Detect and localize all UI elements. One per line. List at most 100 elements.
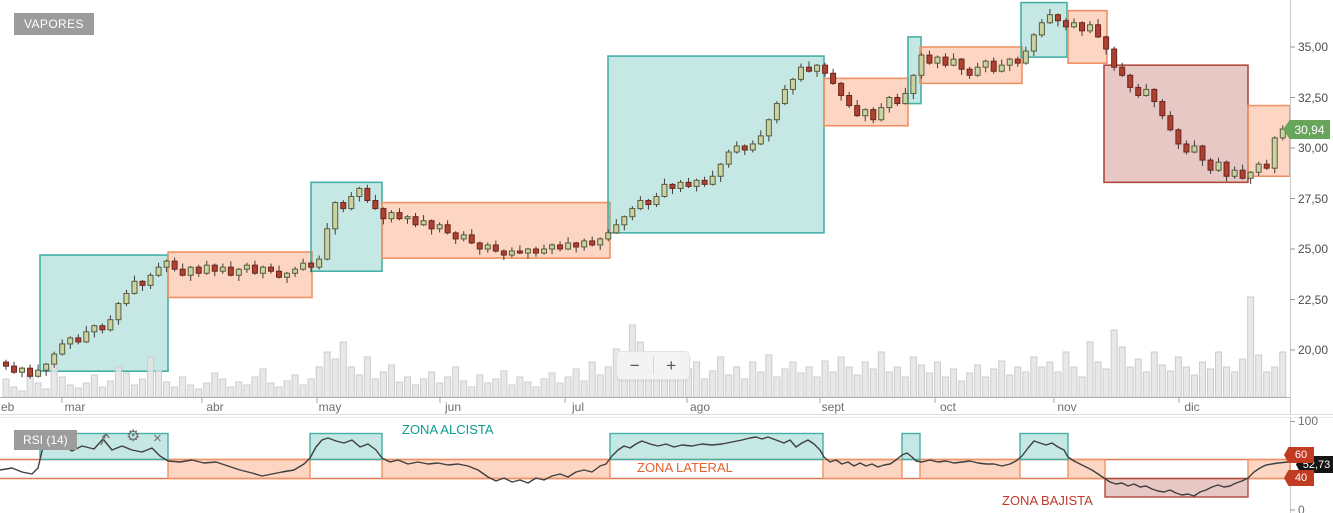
- volume-bar: [1207, 368, 1214, 398]
- candlestick: [862, 109, 869, 117]
- candlestick: [356, 187, 363, 197]
- volume-bar: [476, 374, 484, 398]
- zone-alcista: [607, 55, 825, 234]
- candlestick: [1175, 129, 1182, 145]
- x-axis-month-label: sept: [821, 400, 845, 414]
- candlestick: [83, 331, 90, 343]
- symbol-badge: VAPORES: [14, 13, 94, 35]
- price-axis-tick-label: 22,50: [1298, 292, 1329, 307]
- volume-bar: [1150, 351, 1158, 398]
- candlestick: [67, 337, 74, 345]
- candlestick: [685, 181, 692, 187]
- volume-bar: [1102, 368, 1110, 398]
- price-axis-tick-label: 35,00: [1298, 40, 1329, 54]
- volume-bar: [845, 366, 853, 398]
- volume-bar: [958, 380, 966, 398]
- volume-bar: [1182, 366, 1190, 398]
- candlestick: [35, 369, 42, 377]
- rsi-line: [0, 436, 1289, 497]
- candlestick: [998, 64, 1005, 72]
- zoom-controls: − +: [616, 351, 690, 380]
- volume-bar: [347, 366, 355, 398]
- candlestick: [436, 224, 443, 230]
- volume-bar: [596, 374, 604, 398]
- candlestick: [1006, 58, 1013, 66]
- candlestick: [1127, 74, 1134, 88]
- volume-bar: [42, 388, 50, 398]
- volume-bar: [1134, 358, 1142, 398]
- rsi-zone-alcista: [609, 432, 824, 461]
- volume-bar: [34, 382, 42, 398]
- candlestick: [830, 72, 837, 84]
- candlestick: [1231, 169, 1238, 177]
- candlestick: [942, 56, 949, 66]
- zoom-out-button[interactable]: −: [617, 352, 653, 379]
- candlestick: [797, 66, 804, 80]
- candlestick: [468, 234, 475, 244]
- candlestick: [1087, 24, 1094, 32]
- candlestick: [1046, 14, 1053, 24]
- candlestick: [669, 183, 676, 189]
- candlestick: [773, 103, 780, 121]
- candlestick: [1183, 143, 1190, 153]
- candlestick: [187, 266, 194, 276]
- volume-bar: [829, 371, 837, 398]
- candlestick: [982, 60, 989, 68]
- candlestick: [219, 266, 226, 272]
- volume-bar: [950, 368, 958, 398]
- candlestick: [846, 94, 853, 107]
- candlestick: [332, 202, 339, 230]
- candlestick: [1151, 88, 1158, 103]
- price-axis-tick-label: 20,00: [1298, 343, 1329, 357]
- candlestick: [1111, 48, 1118, 68]
- volume-bar: [869, 368, 877, 398]
- x-axis-month-label: dic: [1184, 400, 1200, 414]
- volume-bar: [187, 384, 195, 398]
- volume-bar: [572, 368, 580, 398]
- candlestick: [348, 195, 355, 210]
- close-icon[interactable]: ×: [153, 430, 162, 447]
- x-axis-month-label: jun: [444, 400, 462, 414]
- volume-bar: [371, 378, 379, 398]
- volume-bar: [2, 378, 10, 398]
- volume-bar: [1038, 366, 1046, 398]
- candlestick: [428, 220, 435, 230]
- candlestick: [1143, 88, 1150, 96]
- candlestick: [532, 248, 539, 254]
- volume-bar: [765, 354, 773, 398]
- candlestick: [11, 365, 18, 373]
- rsi-zone-bajista: [1104, 477, 1249, 498]
- volume-bar: [1094, 361, 1102, 398]
- volume-bar: [1279, 351, 1287, 398]
- candlestick: [259, 266, 266, 274]
- volume-bar: [339, 341, 347, 398]
- candlestick: [340, 202, 347, 210]
- candlestick: [557, 244, 564, 250]
- volume-bar: [508, 384, 516, 398]
- rsi-indicator-label[interactable]: RSI (14): [14, 430, 77, 450]
- volume-bar: [805, 366, 813, 398]
- volume-bar: [460, 380, 468, 398]
- volume-bar: [1223, 366, 1231, 398]
- last-price-badge: 30,94: [1283, 120, 1330, 139]
- settings-gear-icon[interactable]: ⚙: [126, 428, 141, 445]
- candlestick: [27, 367, 34, 377]
- volume-bar: [10, 386, 18, 398]
- zoom-in-button[interactable]: +: [654, 352, 690, 379]
- candlestick: [645, 200, 652, 206]
- volume-bar: [837, 356, 845, 398]
- candlestick: [1062, 20, 1069, 28]
- volume-bar: [1247, 296, 1255, 398]
- candlestick: [211, 264, 218, 272]
- candlestick: [91, 325, 98, 333]
- candlestick: [115, 303, 122, 321]
- candlestick: [163, 260, 170, 268]
- candlestick: [59, 343, 66, 355]
- candlestick: [179, 268, 186, 276]
- volume-bar: [982, 376, 990, 398]
- volume-bar: [966, 372, 974, 398]
- candlestick: [1191, 145, 1198, 153]
- cursor-arrow-icon[interactable]: [97, 431, 114, 452]
